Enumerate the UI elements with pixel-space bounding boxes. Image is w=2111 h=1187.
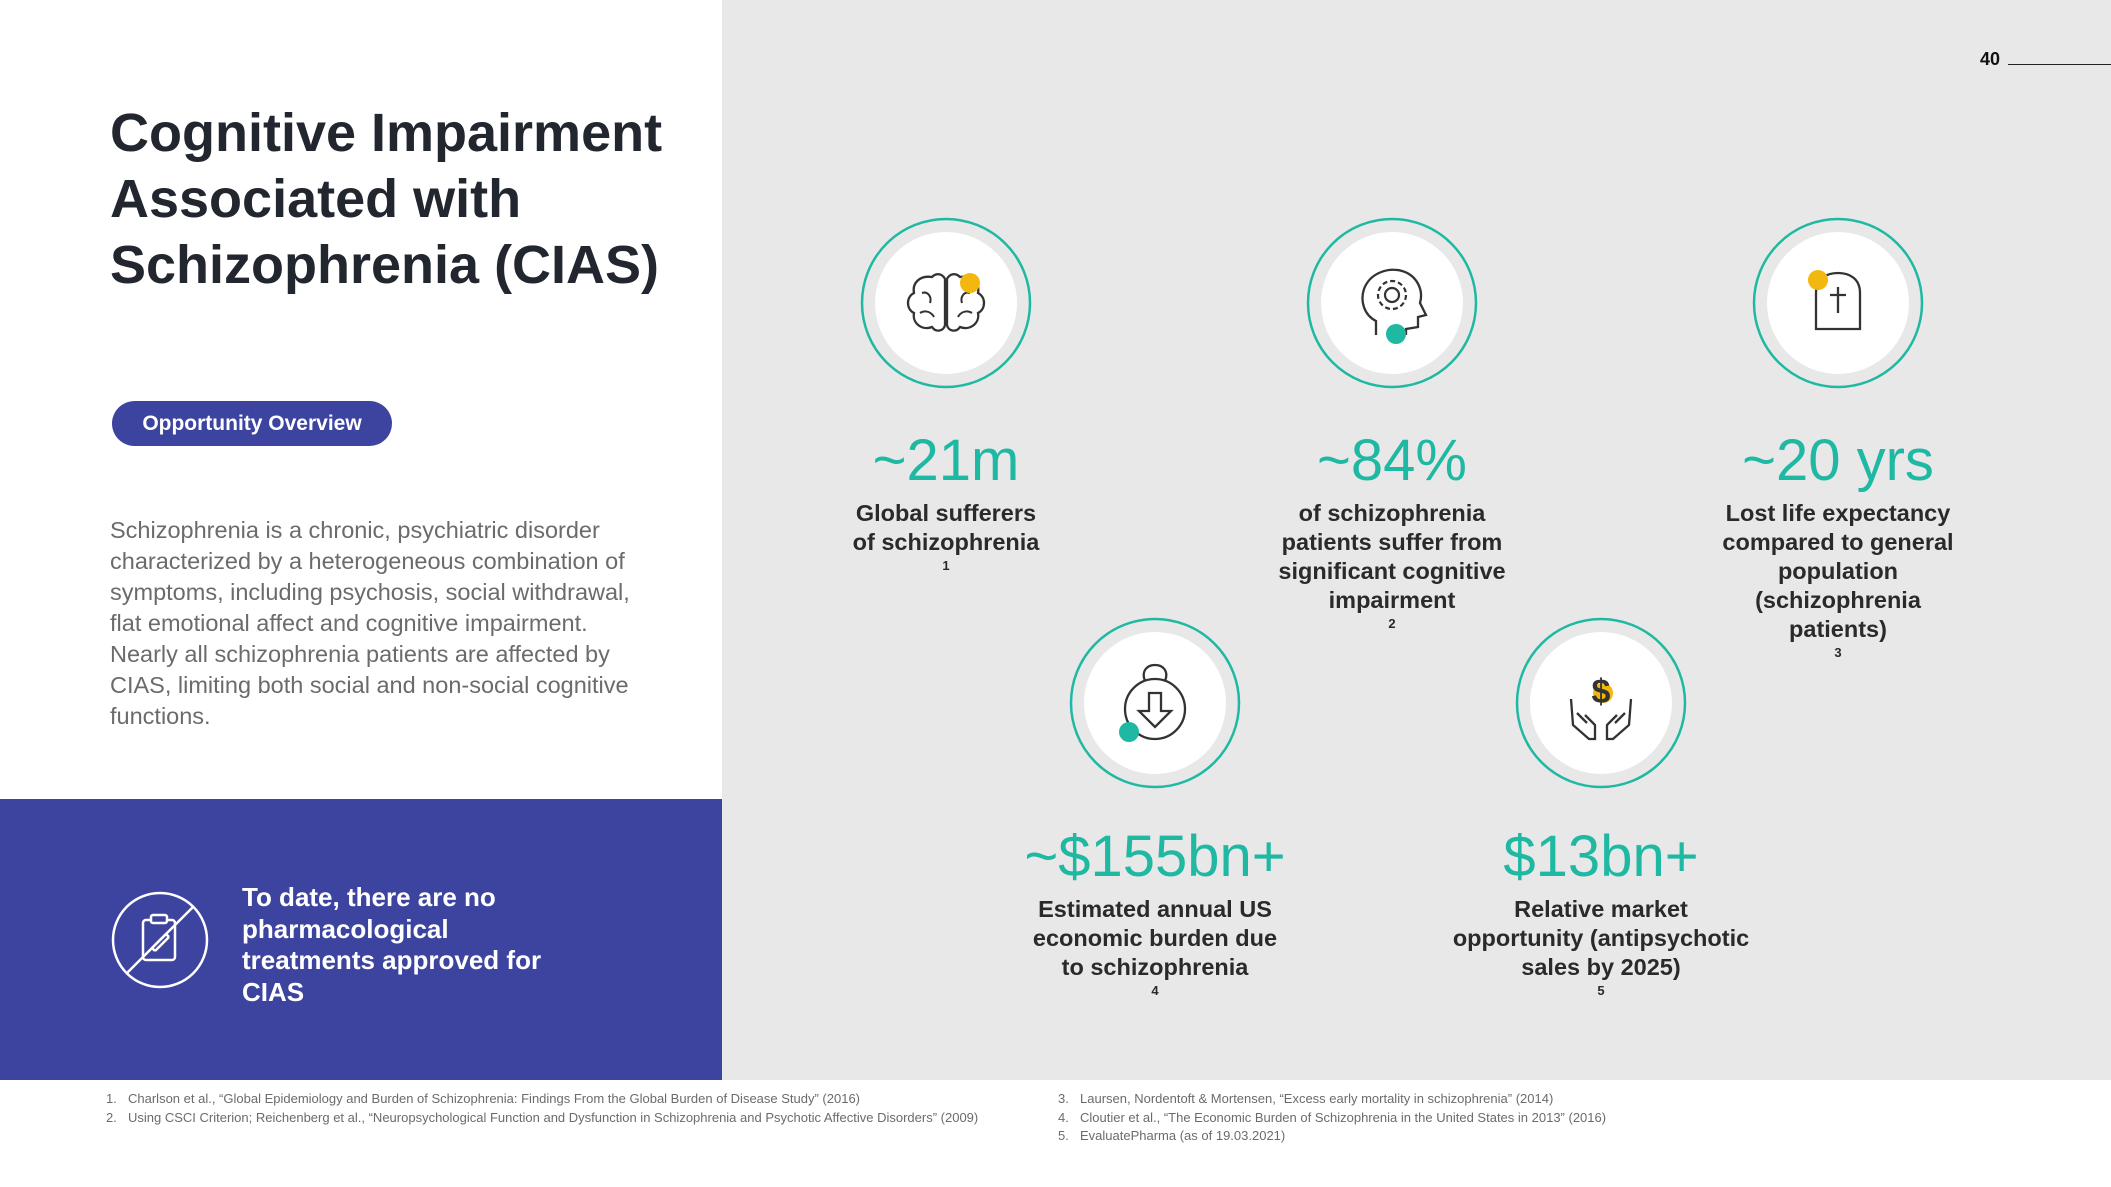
- footnote: 2. Using CSCI Criterion; Reichenberg et a…: [106, 1109, 979, 1125]
- stat-label: Relative market opportunity (antipsychot…: [1452, 896, 1750, 998]
- opportunity-overview-badge: Opportunity Overview: [112, 401, 392, 446]
- title-line-3: Schizophrenia (CIAS): [110, 235, 660, 295]
- stat-label: Lost life expectancy compared to general…: [1722, 500, 1954, 660]
- stat-life-expectancy: ~20 yrs Lost life expectancy compared to…: [1658, 217, 2018, 673]
- stat-global-sufferers: ~21m Global sufferers of schizophrenia 1: [766, 217, 1126, 586]
- title-line-2: Associated with: [110, 169, 522, 229]
- footnote: 3. Laursen, Nordentoft & Mortensen, “Exce…: [1058, 1091, 1554, 1106]
- stat-value: ~$155bn+: [1024, 824, 1286, 889]
- callout-panel: [0, 799, 722, 1080]
- footnote-ref: 4: [1151, 983, 1159, 998]
- head-gear-icon: [1306, 217, 1478, 389]
- stat-value: $13bn+: [1503, 824, 1699, 889]
- stat-label: Estimated annual US economic burden due …: [1032, 896, 1278, 998]
- description-text: Schizophrenia is a chronic, psychiatric …: [110, 517, 630, 729]
- no-medication-icon: [111, 891, 209, 989]
- brain-icon: [860, 217, 1032, 389]
- stat-value: ~21m: [872, 428, 1020, 493]
- callout-text: To date, there are no pharmacological tr…: [242, 882, 542, 1007]
- footnotes-right: 3. Laursen, Nordentoft & Mortensen, “Exce…: [1058, 1090, 1980, 1146]
- title-line-1: Cognitive Impairment: [110, 103, 663, 163]
- footnote-ref: 3: [1834, 645, 1842, 660]
- right-panel: [722, 0, 2111, 1080]
- stat-value: ~84%: [1317, 428, 1467, 493]
- footnote-ref: 2: [1388, 616, 1396, 631]
- hands-dollar-icon: $: [1515, 617, 1687, 789]
- footnote: 1. Charlson et al., “Global Epidemiology …: [106, 1091, 861, 1106]
- footnote-ref: 1: [942, 558, 950, 573]
- page-number-rule: [2008, 64, 2111, 65]
- page-title: Cognitive Impairment Associated with Sch…: [110, 100, 710, 298]
- money-bag-down-icon: [1069, 617, 1241, 789]
- footnote: 5. EvaluatePharma (as of 19.03.2021): [1058, 1128, 1286, 1143]
- footnotes-left: 1. Charlson et al., “Global Epidemiology …: [106, 1090, 1028, 1127]
- footnote: 4. Cloutier et al., “The Economic Burden …: [1058, 1109, 1607, 1125]
- tombstone-icon: [1752, 217, 1924, 389]
- stat-market-opportunity: $ $13bn+ Relative market opportunity (an…: [1421, 617, 1781, 1011]
- footnote-ref: 5: [1597, 983, 1605, 998]
- stat-label: Global sufferers of schizophrenia 1: [852, 500, 1040, 573]
- page-number: 40: [1980, 49, 2001, 69]
- svg-text:$: $: [1592, 673, 1611, 711]
- stat-label: of schizophrenia patients suffer from si…: [1278, 500, 1506, 631]
- stat-economic-burden: ~$155bn+ Estimated annual US economic bu…: [975, 617, 1335, 1011]
- stat-value: ~20 yrs: [1742, 428, 1934, 493]
- stat-cognitive-impairment: ~84% of schizophrenia patients suffer fr…: [1212, 217, 1572, 644]
